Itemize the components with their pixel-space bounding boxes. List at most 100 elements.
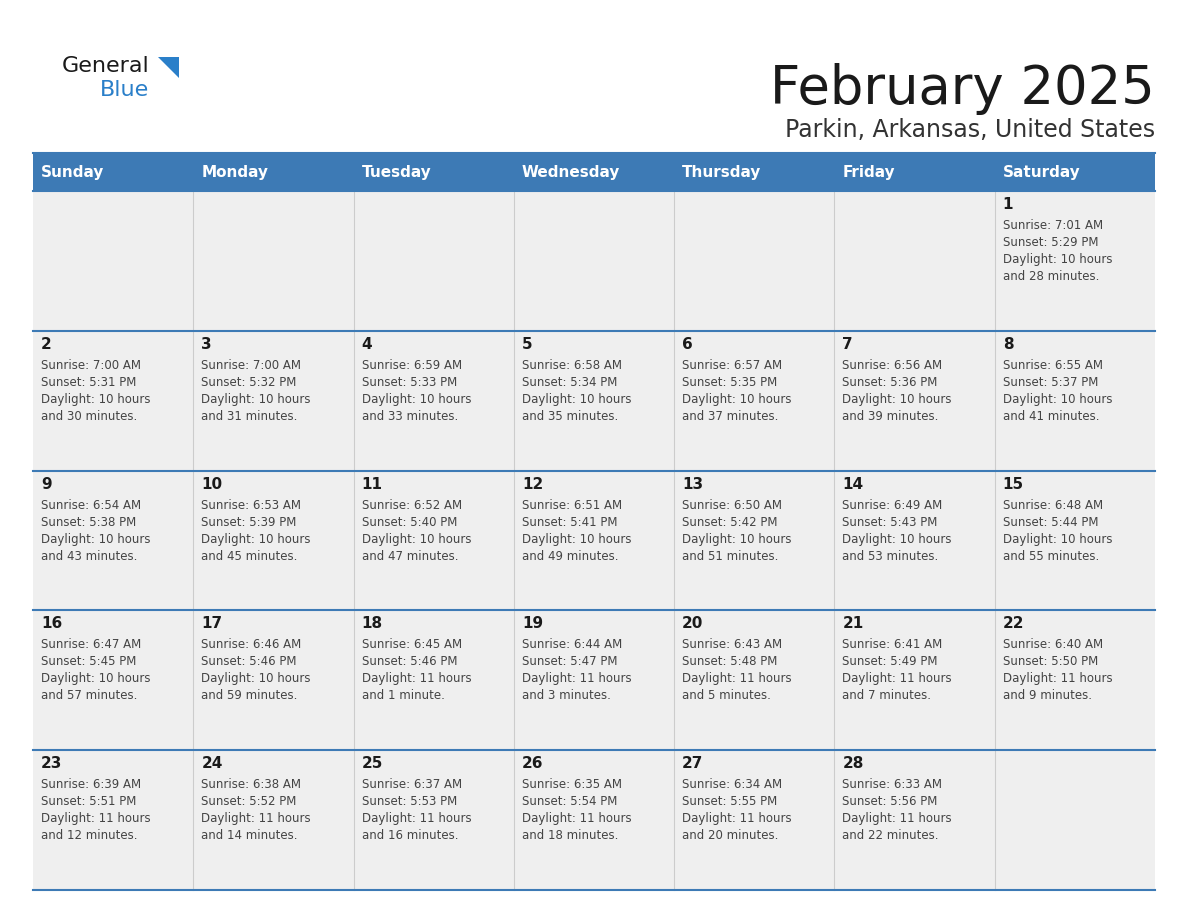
Text: Sunday: Sunday [42, 164, 105, 180]
Text: Sunset: 5:31 PM: Sunset: 5:31 PM [42, 375, 137, 389]
Text: 7: 7 [842, 337, 853, 352]
Text: Sunrise: 6:41 AM: Sunrise: 6:41 AM [842, 638, 943, 652]
Text: and 9 minutes.: and 9 minutes. [1003, 689, 1092, 702]
Text: Sunset: 5:34 PM: Sunset: 5:34 PM [522, 375, 618, 389]
Text: Daylight: 11 hours: Daylight: 11 hours [361, 672, 472, 686]
Text: Sunset: 5:47 PM: Sunset: 5:47 PM [522, 655, 618, 668]
Text: 10: 10 [201, 476, 222, 492]
Text: Daylight: 11 hours: Daylight: 11 hours [682, 672, 791, 686]
Text: Sunset: 5:39 PM: Sunset: 5:39 PM [201, 516, 297, 529]
Text: Daylight: 11 hours: Daylight: 11 hours [201, 812, 311, 825]
Text: and 31 minutes.: and 31 minutes. [201, 409, 298, 423]
Text: and 30 minutes.: and 30 minutes. [42, 409, 138, 423]
Text: and 49 minutes.: and 49 minutes. [522, 550, 619, 563]
Text: Daylight: 10 hours: Daylight: 10 hours [201, 532, 311, 545]
Text: Sunrise: 6:45 AM: Sunrise: 6:45 AM [361, 638, 462, 652]
Text: Daylight: 10 hours: Daylight: 10 hours [682, 393, 791, 406]
Text: Tuesday: Tuesday [361, 164, 431, 180]
Text: Monday: Monday [201, 164, 268, 180]
Text: and 7 minutes.: and 7 minutes. [842, 689, 931, 702]
Text: Daylight: 11 hours: Daylight: 11 hours [1003, 672, 1112, 686]
Text: Daylight: 10 hours: Daylight: 10 hours [842, 393, 952, 406]
Text: Sunset: 5:36 PM: Sunset: 5:36 PM [842, 375, 937, 389]
Text: Daylight: 10 hours: Daylight: 10 hours [361, 532, 472, 545]
Text: and 35 minutes.: and 35 minutes. [522, 409, 618, 423]
Text: 16: 16 [42, 616, 62, 632]
Text: Sunset: 5:51 PM: Sunset: 5:51 PM [42, 795, 137, 808]
Text: Sunset: 5:48 PM: Sunset: 5:48 PM [682, 655, 777, 668]
Text: Daylight: 10 hours: Daylight: 10 hours [522, 393, 631, 406]
Text: Daylight: 11 hours: Daylight: 11 hours [522, 672, 632, 686]
Text: Sunrise: 6:56 AM: Sunrise: 6:56 AM [842, 359, 942, 372]
Text: Sunrise: 6:49 AM: Sunrise: 6:49 AM [842, 498, 943, 511]
Text: Daylight: 10 hours: Daylight: 10 hours [1003, 253, 1112, 266]
Text: Sunrise: 6:38 AM: Sunrise: 6:38 AM [201, 778, 302, 791]
Text: Daylight: 10 hours: Daylight: 10 hours [842, 532, 952, 545]
Text: and 20 minutes.: and 20 minutes. [682, 829, 778, 842]
Bar [33, 610, 1155, 750]
Text: Sunrise: 6:34 AM: Sunrise: 6:34 AM [682, 778, 782, 791]
Text: Sunset: 5:42 PM: Sunset: 5:42 PM [682, 516, 778, 529]
Text: Sunset: 5:38 PM: Sunset: 5:38 PM [42, 516, 137, 529]
Text: Parkin, Arkansas, United States: Parkin, Arkansas, United States [785, 118, 1155, 142]
Text: and 59 minutes.: and 59 minutes. [201, 689, 298, 702]
Text: Sunrise: 7:00 AM: Sunrise: 7:00 AM [42, 359, 141, 372]
Text: Sunrise: 6:43 AM: Sunrise: 6:43 AM [682, 638, 782, 652]
Text: 3: 3 [201, 337, 211, 352]
Text: 22: 22 [1003, 616, 1024, 632]
Text: Sunset: 5:49 PM: Sunset: 5:49 PM [842, 655, 939, 668]
Text: Sunrise: 6:54 AM: Sunrise: 6:54 AM [42, 498, 141, 511]
Text: and 16 minutes.: and 16 minutes. [361, 829, 459, 842]
Bar [33, 750, 1155, 890]
Text: Daylight: 10 hours: Daylight: 10 hours [42, 672, 151, 686]
Text: 23: 23 [42, 756, 63, 771]
Text: and 5 minutes.: and 5 minutes. [682, 689, 771, 702]
Text: Saturday: Saturday [1003, 164, 1080, 180]
Text: 25: 25 [361, 756, 383, 771]
Text: General: General [62, 56, 150, 76]
Text: and 51 minutes.: and 51 minutes. [682, 550, 778, 563]
Text: Sunset: 5:41 PM: Sunset: 5:41 PM [522, 516, 618, 529]
Text: Sunset: 5:56 PM: Sunset: 5:56 PM [842, 795, 937, 808]
Text: 1: 1 [1003, 197, 1013, 212]
Text: Sunset: 5:45 PM: Sunset: 5:45 PM [42, 655, 137, 668]
Text: and 55 minutes.: and 55 minutes. [1003, 550, 1099, 563]
Text: 24: 24 [201, 756, 222, 771]
Text: Daylight: 11 hours: Daylight: 11 hours [842, 672, 952, 686]
Text: February 2025: February 2025 [770, 63, 1155, 115]
Text: and 39 minutes.: and 39 minutes. [842, 409, 939, 423]
Text: and 43 minutes.: and 43 minutes. [42, 550, 138, 563]
Text: and 47 minutes.: and 47 minutes. [361, 550, 459, 563]
Text: Thursday: Thursday [682, 164, 762, 180]
Text: Sunset: 5:32 PM: Sunset: 5:32 PM [201, 375, 297, 389]
Text: and 33 minutes.: and 33 minutes. [361, 409, 457, 423]
Text: and 1 minute.: and 1 minute. [361, 689, 444, 702]
Bar [33, 191, 1155, 330]
Text: Sunset: 5:44 PM: Sunset: 5:44 PM [1003, 516, 1098, 529]
Text: 26: 26 [522, 756, 543, 771]
Text: and 14 minutes.: and 14 minutes. [201, 829, 298, 842]
Text: Wednesday: Wednesday [522, 164, 620, 180]
Text: and 57 minutes.: and 57 minutes. [42, 689, 138, 702]
Text: and 28 minutes.: and 28 minutes. [1003, 270, 1099, 283]
Text: Sunset: 5:46 PM: Sunset: 5:46 PM [201, 655, 297, 668]
Text: Daylight: 10 hours: Daylight: 10 hours [361, 393, 472, 406]
Text: Sunrise: 6:46 AM: Sunrise: 6:46 AM [201, 638, 302, 652]
Text: 12: 12 [522, 476, 543, 492]
Text: Daylight: 10 hours: Daylight: 10 hours [201, 393, 311, 406]
Text: and 22 minutes.: and 22 minutes. [842, 829, 939, 842]
Text: Daylight: 11 hours: Daylight: 11 hours [361, 812, 472, 825]
Text: 9: 9 [42, 476, 51, 492]
Text: Daylight: 10 hours: Daylight: 10 hours [42, 393, 151, 406]
Text: Sunrise: 6:48 AM: Sunrise: 6:48 AM [1003, 498, 1102, 511]
Text: 18: 18 [361, 616, 383, 632]
Text: Sunrise: 6:35 AM: Sunrise: 6:35 AM [522, 778, 621, 791]
Text: 11: 11 [361, 476, 383, 492]
Text: Sunrise: 6:59 AM: Sunrise: 6:59 AM [361, 359, 462, 372]
Text: 15: 15 [1003, 476, 1024, 492]
Text: Sunset: 5:53 PM: Sunset: 5:53 PM [361, 795, 457, 808]
Text: 28: 28 [842, 756, 864, 771]
Text: Sunrise: 7:00 AM: Sunrise: 7:00 AM [201, 359, 302, 372]
Text: Sunrise: 6:57 AM: Sunrise: 6:57 AM [682, 359, 782, 372]
Text: 2: 2 [42, 337, 52, 352]
